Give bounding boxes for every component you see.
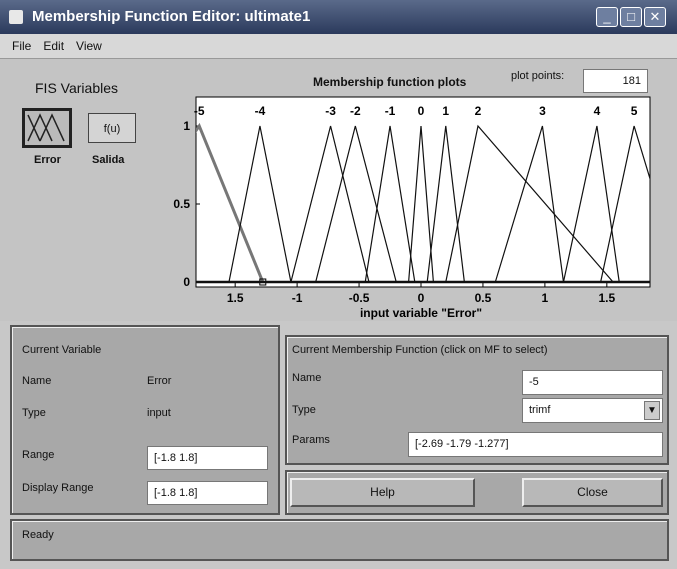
- mf-label: 0: [418, 104, 425, 118]
- fis-variables-title: FIS Variables: [35, 80, 118, 96]
- x-tick-label: 1.5: [227, 291, 244, 305]
- x-tick-label: 1.5: [598, 291, 615, 305]
- menu-item[interactable]: View: [76, 39, 102, 53]
- name-label: Name: [22, 375, 52, 387]
- mf-label: -2: [350, 104, 361, 118]
- y-tick-label: 1: [183, 119, 190, 133]
- input-variable-icon[interactable]: [22, 108, 72, 148]
- title-bar: Membership Function Editor: ultimate1: [0, 0, 677, 34]
- mf-label: -5: [194, 104, 205, 118]
- mf-triangle: [228, 125, 292, 283]
- mf-name-input[interactable]: -5: [522, 370, 663, 395]
- mf-triangle: [408, 125, 434, 283]
- mf-type-dropdown[interactable]: trimf: [522, 398, 663, 423]
- mf-triangle: [290, 125, 370, 283]
- status-panel: [10, 519, 669, 561]
- mf-triangle: [364, 125, 416, 283]
- mf-triangle: [445, 124, 614, 283]
- y-tick-label: 0.5: [173, 197, 190, 211]
- x-tick-label: 1: [542, 291, 549, 305]
- mf-label: 1: [442, 104, 449, 118]
- app-icon: [9, 10, 23, 24]
- variable-type: input: [147, 407, 171, 419]
- dropdown-arrow[interactable]: ▼: [644, 401, 660, 420]
- mf-label: 3: [539, 104, 546, 118]
- minimize-button[interactable]: _: [596, 7, 618, 27]
- x-tick-label: -0.5: [349, 291, 370, 305]
- maximize-button[interactable]: □: [620, 7, 642, 27]
- x-tick-label: 0.5: [475, 291, 492, 305]
- mf-triangle: [600, 125, 650, 283]
- x-axis-title: input variable "Error": [360, 306, 482, 320]
- mf-label: -1: [385, 104, 396, 118]
- current-variable-title: Current Variable: [22, 344, 102, 356]
- plot-title: Membership function plots: [313, 75, 467, 89]
- close-window-button[interactable]: ✕: [644, 7, 666, 27]
- mf-params-input[interactable]: [-2.69 -1.79 -1.277]: [408, 432, 663, 457]
- display-range-input[interactable]: [-1.8 1.8]: [147, 481, 268, 505]
- help-button[interactable]: Help: [290, 478, 475, 507]
- output-variable-label: Salida: [92, 154, 125, 166]
- mf-triangle: [494, 125, 565, 283]
- menu-item[interactable]: File: [12, 39, 32, 53]
- mf-label: -4: [255, 104, 266, 118]
- menu-bar: File Edit View: [0, 34, 677, 59]
- status-text: Ready: [22, 529, 54, 541]
- type-label: Type: [22, 407, 46, 419]
- plot-points-input[interactable]: 181: [583, 69, 648, 93]
- x-tick-label: -1: [292, 291, 303, 305]
- mf-label: 4: [594, 104, 601, 118]
- mf-triangle: [315, 125, 397, 283]
- range-label: Range: [22, 449, 55, 461]
- mf-label: 2: [475, 104, 482, 118]
- display-range-label: Display Range: [22, 482, 94, 494]
- input-icon-graphic: [27, 113, 65, 142]
- menu-item[interactable]: Edit: [43, 39, 65, 53]
- y-tick-label: 0: [183, 275, 190, 289]
- mf-params-label: Params: [292, 434, 330, 446]
- mf-plot: 1.5 -1 -0.5 0 0.5 1 1.5 0 0.5 1 input variable "Er…: [173, 96, 651, 320]
- window-title: Membership Function Editor: ultimate1: [32, 8, 311, 25]
- mf-name-label: Name: [292, 372, 322, 384]
- range-input[interactable]: [-1.8 1.8]: [147, 446, 268, 470]
- x-tick-label: 0: [418, 291, 425, 305]
- plot-points-label: plot points:: [511, 70, 565, 82]
- output-variable-icon[interactable]: f(u): [88, 113, 136, 143]
- mf-label: -3: [325, 104, 336, 118]
- mf-triangle: [196, 122, 265, 283]
- mf-type-label: Type: [292, 404, 316, 416]
- close-button[interactable]: Close: [522, 478, 663, 507]
- mf-lines: [196, 122, 650, 286]
- mf-label: 5: [631, 104, 638, 118]
- current-mf-title: Current Membership Function (click on MF…: [292, 344, 548, 356]
- input-variable-label: Error: [34, 154, 61, 166]
- variable-name: Error: [147, 375, 172, 387]
- plot-area: [195, 96, 651, 288]
- mf-triangle: [426, 125, 465, 283]
